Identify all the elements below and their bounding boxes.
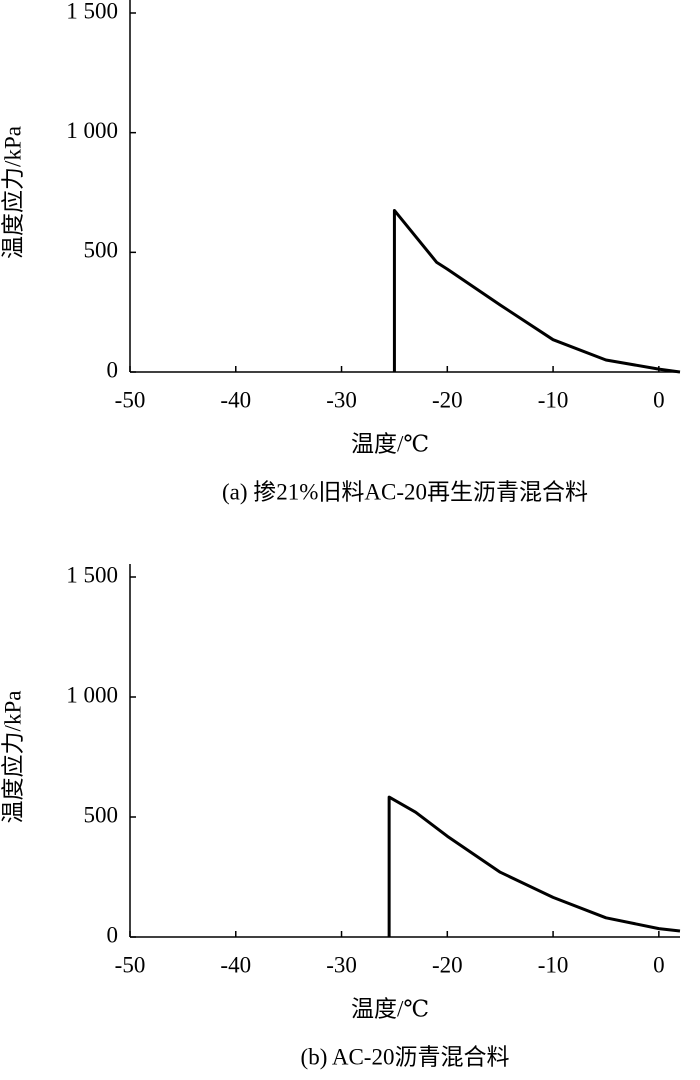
y-tick-label: 1 500 <box>66 0 118 23</box>
x-tick-label: -10 <box>538 387 569 412</box>
y-axis-label: 温度应力/kPa <box>0 691 25 824</box>
x-tick-label: -50 <box>115 952 146 977</box>
x-tick-label: -30 <box>326 387 357 412</box>
line-series <box>392 208 681 374</box>
x-tick-label: -40 <box>220 387 251 412</box>
y-tick-label: 1 500 <box>66 562 118 587</box>
y-tick-label: 1 000 <box>66 682 118 707</box>
x-tick-label: -30 <box>326 952 357 977</box>
y-tick-label: 0 <box>107 357 119 382</box>
x-tick-label: -50 <box>115 387 146 412</box>
caption: (b) AC-20沥青混合料 <box>301 1044 510 1069</box>
x-tick-label: -40 <box>220 952 251 977</box>
y-axis-label: 温度应力/kPa <box>0 126 25 259</box>
x-tick-label: 0 <box>653 952 665 977</box>
y-tick-label: 500 <box>84 238 119 263</box>
x-tick-label: 0 <box>653 387 665 412</box>
x-tick-label: -20 <box>432 387 463 412</box>
y-tick-label: 0 <box>107 922 119 947</box>
y-tick-label: 1 000 <box>66 118 118 143</box>
x-axis-label: 温度/℃ <box>351 431 429 456</box>
y-tick-label: 500 <box>84 802 119 827</box>
line-series <box>387 795 681 937</box>
x-tick-label: -20 <box>432 952 463 977</box>
caption: (a) 掺21%旧料AC-20再生沥青混合料 <box>222 479 588 504</box>
x-tick-label: -10 <box>538 952 569 977</box>
x-axis-label: 温度/℃ <box>351 996 429 1021</box>
